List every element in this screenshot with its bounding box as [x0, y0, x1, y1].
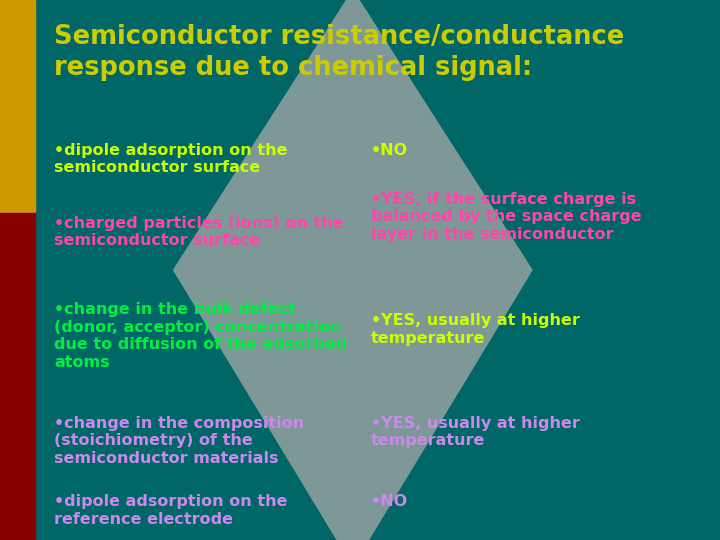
- Text: •dipole adsorption on the
semiconductor surface: •dipole adsorption on the semiconductor …: [54, 143, 287, 176]
- Text: •YES, if the surface charge is
balanced by the space charge
layer in the semicon: •YES, if the surface charge is balanced …: [371, 192, 642, 241]
- Text: •dipole adsorption on the
reference electrode: •dipole adsorption on the reference elec…: [54, 494, 287, 526]
- Text: •change in the composition
(stoichiometry) of the
semiconductor materials: •change in the composition (stoichiometr…: [54, 416, 304, 465]
- Text: •charged particles (ions) on the
semiconductor surface: •charged particles (ions) on the semicon…: [54, 216, 343, 248]
- Text: •YES, usually at higher
temperature: •YES, usually at higher temperature: [371, 416, 580, 448]
- Bar: [0, 0, 35, 213]
- Text: •change in the bulk defect
(donor, acceptor) concentration
due to diffusion of t: •change in the bulk defect (donor, accep…: [54, 302, 347, 369]
- Text: •NO: •NO: [371, 143, 408, 158]
- Polygon shape: [173, 0, 533, 540]
- Text: •YES, usually at higher
temperature: •YES, usually at higher temperature: [371, 313, 580, 346]
- Text: •NO: •NO: [371, 494, 408, 509]
- Text: Semiconductor resistance/conductance
response due to chemical signal:: Semiconductor resistance/conductance res…: [54, 24, 624, 82]
- Bar: [0, 213, 35, 540]
